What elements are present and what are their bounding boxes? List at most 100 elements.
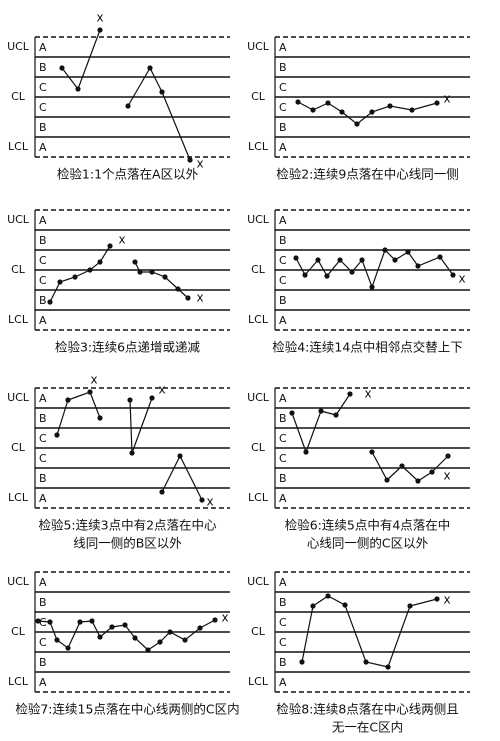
zone-label: B xyxy=(39,61,47,74)
zone-label: C xyxy=(39,254,47,267)
point xyxy=(47,299,53,305)
zone-label: A xyxy=(39,576,47,589)
point xyxy=(363,659,369,665)
point xyxy=(429,469,435,475)
caption: 检验3:连续6点递增或递减 xyxy=(55,340,201,355)
point xyxy=(77,619,83,625)
zone-label: C xyxy=(39,432,47,445)
zone-label: A xyxy=(279,576,287,589)
zone-label: A xyxy=(39,41,47,54)
zone-label: C xyxy=(39,636,47,649)
trace-line xyxy=(56,391,101,436)
point xyxy=(303,449,309,455)
cl-label: CL xyxy=(11,441,26,454)
lcl-label: LCL xyxy=(8,675,29,688)
marker-x: x xyxy=(196,291,203,305)
trace-line xyxy=(134,261,189,299)
cl-label: CL xyxy=(251,263,266,276)
point xyxy=(384,477,390,483)
point xyxy=(89,618,95,624)
zone-label: C xyxy=(39,81,47,94)
point xyxy=(450,272,456,278)
point xyxy=(122,622,128,628)
point xyxy=(132,259,138,265)
point xyxy=(399,463,405,469)
point xyxy=(87,267,93,273)
ucl-label: UCL xyxy=(7,391,30,404)
zone-label: C xyxy=(279,616,287,629)
zone-label: A xyxy=(279,41,287,54)
zone-label: C xyxy=(39,274,47,287)
point xyxy=(59,65,65,71)
trace-line xyxy=(127,66,191,161)
caption: 检验4:连续14点中相邻点交替上下 xyxy=(272,340,463,355)
point xyxy=(405,249,411,255)
zone-label: B xyxy=(279,234,287,247)
point xyxy=(132,635,138,641)
trace-line xyxy=(49,245,111,303)
trace-line xyxy=(291,393,351,454)
zone-label: C xyxy=(39,452,47,465)
zone-label: B xyxy=(39,596,47,609)
marker-x: x xyxy=(206,495,213,509)
marker-x: x xyxy=(443,92,450,106)
marker-x: x xyxy=(196,157,203,171)
cl-label: CL xyxy=(11,90,26,103)
zone-label: B xyxy=(39,234,47,247)
ucl-label: UCL xyxy=(247,391,270,404)
point xyxy=(199,497,205,503)
ucl-label: UCL xyxy=(7,213,30,226)
point xyxy=(159,89,165,95)
point xyxy=(318,408,324,414)
point xyxy=(97,634,103,640)
zone-label: B xyxy=(279,472,287,485)
point xyxy=(302,272,308,278)
zone-label: A xyxy=(279,214,287,227)
marker-x: x xyxy=(443,469,450,483)
point xyxy=(72,274,78,280)
point xyxy=(415,478,421,484)
point xyxy=(75,86,81,92)
caption: 心线同一侧的C区以外 xyxy=(307,536,429,551)
zone-label: C xyxy=(279,452,287,465)
ucl-label: UCL xyxy=(247,575,270,588)
lcl-label: LCL xyxy=(248,491,269,504)
zone-label: A xyxy=(39,314,47,327)
point xyxy=(157,639,163,645)
point xyxy=(310,603,316,609)
trace-line xyxy=(297,101,438,125)
zone-label: C xyxy=(279,432,287,445)
lcl-label: LCL xyxy=(248,313,269,326)
point xyxy=(87,389,93,395)
point xyxy=(109,624,115,630)
lcl-label: LCL xyxy=(8,313,29,326)
marker-x: x xyxy=(364,387,371,401)
point xyxy=(177,453,183,459)
caption: 线同一侧的B区以外 xyxy=(73,536,182,551)
point xyxy=(175,286,181,292)
point xyxy=(167,629,173,635)
zone-label: B xyxy=(279,656,287,669)
lcl-label: LCL xyxy=(8,140,29,153)
point xyxy=(387,103,393,109)
point xyxy=(97,415,103,421)
point xyxy=(409,107,415,113)
zone-label: C xyxy=(279,81,287,94)
point xyxy=(57,279,63,285)
zone-label: A xyxy=(279,676,287,689)
caption: 检验5:连续3点中有2点落在中心 xyxy=(38,518,217,533)
marker-x: x xyxy=(96,11,103,25)
marker-x: x xyxy=(443,593,450,607)
zone-label: A xyxy=(279,141,287,154)
point xyxy=(445,453,451,459)
point xyxy=(342,602,348,608)
trace-line xyxy=(129,397,153,454)
trace-line xyxy=(301,595,438,668)
point xyxy=(125,103,131,109)
point xyxy=(315,257,321,263)
point xyxy=(382,247,388,253)
caption: 检验7:连续15点落在中心线两侧的C区内 xyxy=(15,702,239,717)
point xyxy=(54,432,60,438)
point xyxy=(162,274,168,280)
